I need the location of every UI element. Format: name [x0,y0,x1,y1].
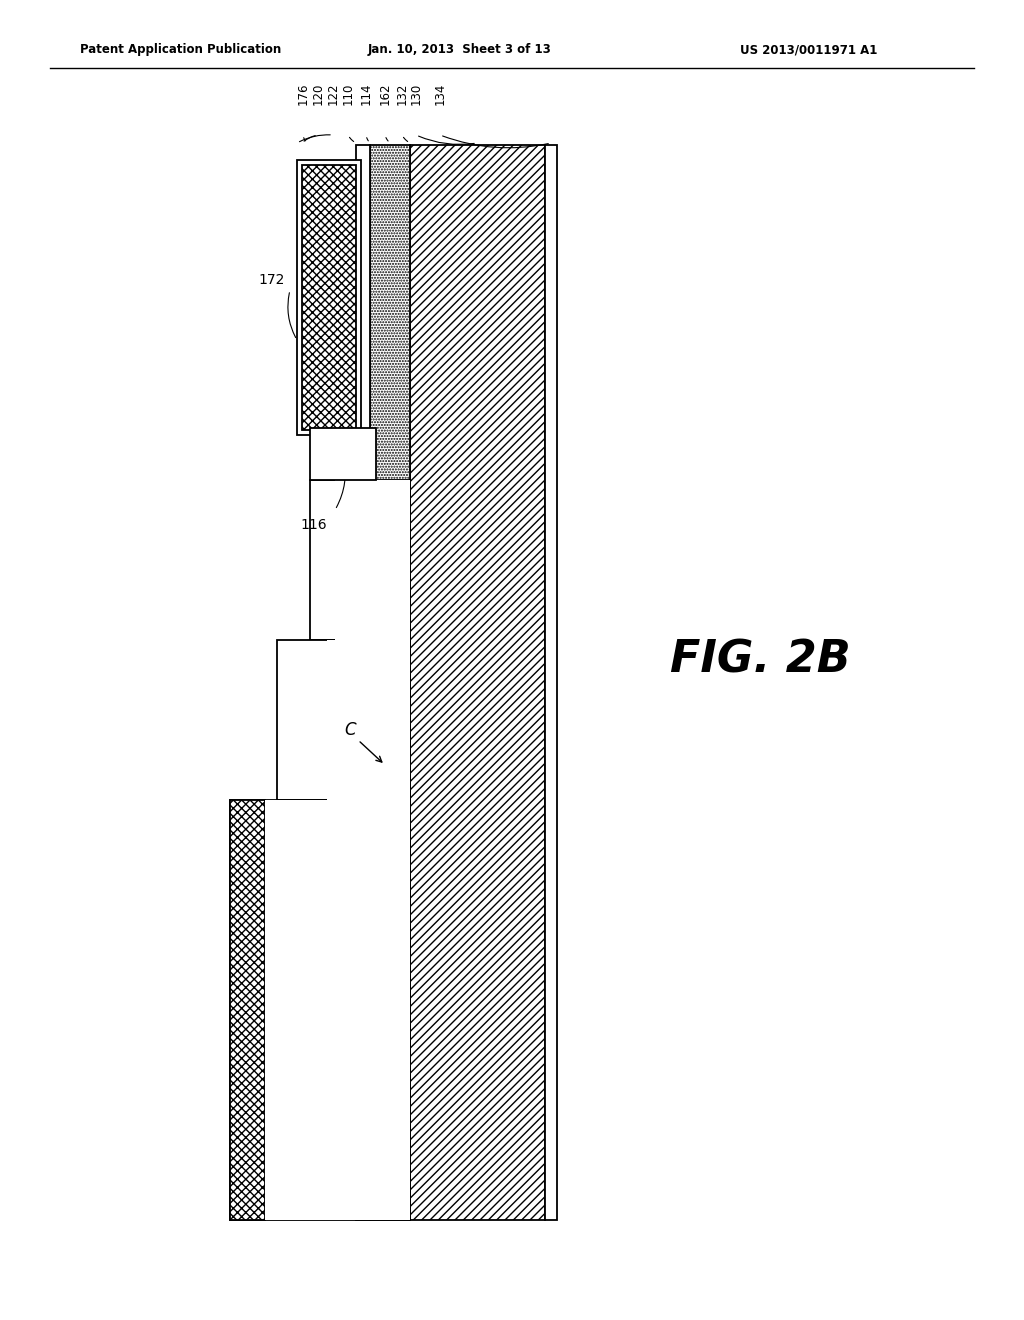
Text: 122: 122 [327,82,340,106]
Text: 130: 130 [410,83,423,106]
Text: 120: 120 [311,83,325,106]
Text: Patent Application Publication: Patent Application Publication [80,44,282,57]
Bar [230,800,265,1220]
Text: 114: 114 [359,82,373,106]
Text: 176: 176 [297,82,309,106]
Text: 172: 172 [258,273,285,286]
Bar [302,165,356,430]
Text: US 2013/0011971 A1: US 2013/0011971 A1 [740,44,878,57]
Bar [297,160,361,436]
Bar [356,145,370,1220]
Bar [410,145,545,1220]
Bar [265,800,410,1220]
Text: 110: 110 [341,83,354,106]
Bar [545,145,557,1220]
Text: 132: 132 [395,83,409,106]
Text: 116: 116 [300,517,327,532]
Bar [310,428,376,480]
Text: FIG. 2B: FIG. 2B [670,639,850,681]
Bar [230,800,410,1220]
Text: Jan. 10, 2013  Sheet 3 of 13: Jan. 10, 2013 Sheet 3 of 13 [368,44,552,57]
Bar [278,640,410,800]
Text: 134: 134 [433,83,446,106]
Bar [327,640,410,800]
Bar [335,480,410,640]
Text: C: C [344,721,355,739]
Text: 162: 162 [379,82,391,106]
Bar [310,480,410,640]
Bar [370,145,410,1220]
